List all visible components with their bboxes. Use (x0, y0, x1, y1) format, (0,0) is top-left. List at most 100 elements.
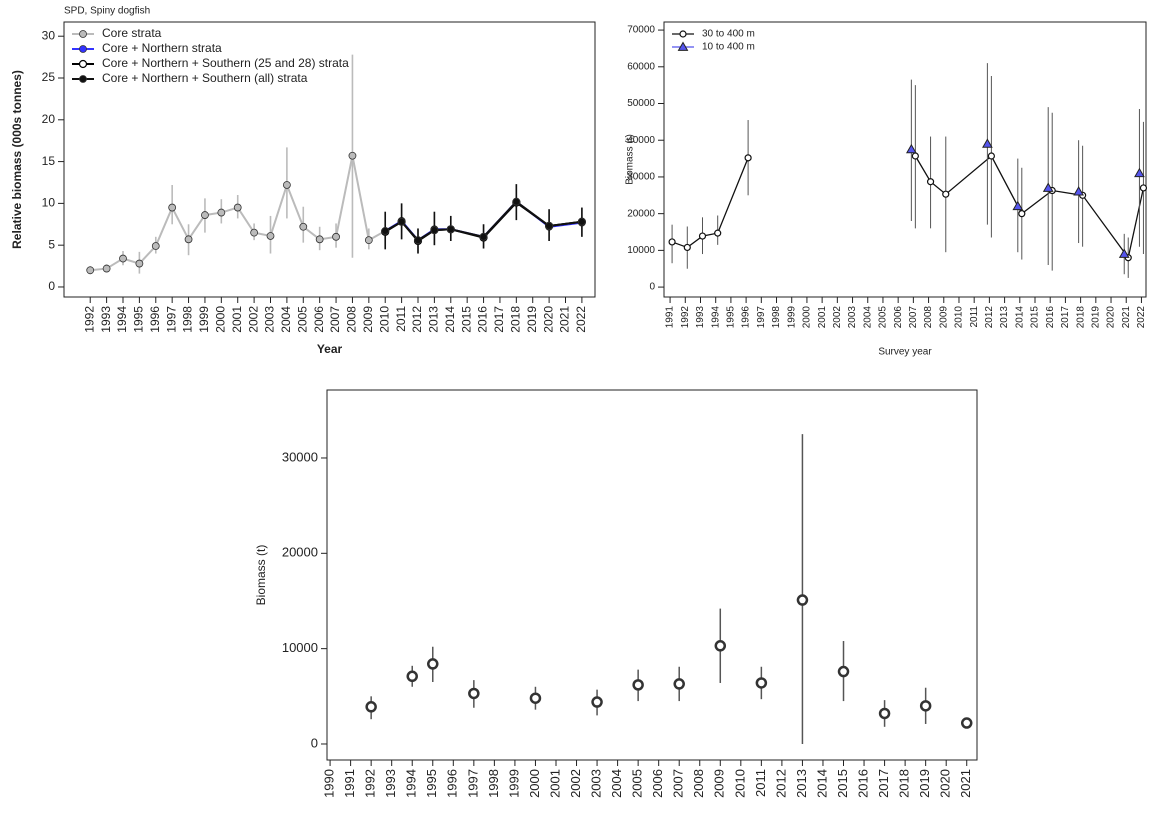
x-tick-label: 1999 (197, 306, 211, 333)
x-tick-label: 1999 (786, 306, 797, 329)
marker (217, 208, 226, 217)
y-tick-label: 10 (42, 196, 56, 210)
x-tick-label: 2003 (847, 306, 858, 329)
legend-label: Core + Northern strata (102, 41, 222, 55)
y-tick-label: 10000 (282, 640, 318, 655)
y-tick-label: 5 (48, 237, 55, 251)
x-tick-label: 2018 (1075, 306, 1086, 329)
x-tick-label: 2013 (794, 769, 809, 798)
x-tick-label: 2015 (459, 306, 473, 333)
x-tick-label: 2014 (814, 769, 829, 798)
x-tick-label: 1996 (741, 306, 752, 329)
x-tick-label: 2000 (527, 769, 542, 798)
y-tick-label: 20 (42, 112, 56, 126)
marker (250, 228, 259, 237)
marker (926, 178, 935, 186)
legend-marker (79, 75, 87, 83)
x-tick-label: 2017 (492, 306, 506, 333)
marker (135, 259, 144, 268)
x-tick-label: 1990 (322, 769, 337, 798)
x-tick-label: 1996 (445, 769, 460, 798)
x-tick-label: 2004 (279, 306, 293, 333)
marker (906, 143, 917, 154)
y-tick-label: 60000 (627, 61, 655, 72)
x-tick-label: 1991 (665, 306, 676, 329)
x-tick-label: 2006 (893, 306, 904, 329)
x-tick-label: 2013 (427, 306, 441, 333)
x-tick-label: 2018 (509, 306, 523, 333)
marker (348, 151, 357, 160)
marker (102, 264, 111, 273)
x-tick-label: 2014 (443, 306, 457, 333)
x-tick-label: 1993 (99, 306, 113, 333)
x-tick-label: 2019 (525, 306, 539, 333)
marker (1018, 210, 1026, 218)
marker (299, 222, 308, 231)
x-tick-label: 1993 (383, 769, 398, 798)
x-tick-label: 1999 (506, 769, 521, 798)
legend-marker (677, 41, 689, 51)
x-tick-label: 2017 (1060, 306, 1071, 329)
marker (1042, 182, 1054, 192)
legend-marker (79, 30, 87, 38)
y-tick-label: 30000 (282, 449, 318, 464)
marker (698, 232, 707, 240)
marker (987, 152, 995, 160)
x-tick-label: 2008 (923, 306, 934, 329)
x-tick-label: 1998 (486, 769, 501, 798)
x-tick-label: 2003 (589, 769, 604, 798)
x-tick-label: 1995 (726, 306, 737, 329)
x-tick-label: 1996 (148, 306, 162, 333)
x-tick-label: 1998 (181, 306, 195, 333)
x-tick-label: 1997 (756, 306, 767, 329)
marker (332, 232, 340, 241)
x-tick-label: 2020 (1106, 306, 1117, 329)
x-tick-label: 1994 (710, 306, 721, 329)
x-tick-label: 2012 (773, 769, 788, 798)
x-tick-label: 1995 (132, 306, 146, 333)
x-tick-label: 2018 (897, 769, 912, 798)
chart-title: SPD, Spiny dogfish (64, 6, 150, 17)
x-tick-label: 2003 (263, 306, 277, 333)
x-tick-label: 1993 (695, 306, 706, 329)
x-tick-label: 1997 (465, 769, 480, 798)
x-tick-label: 2007 (671, 769, 686, 798)
x-tick-label: 2000 (802, 306, 813, 329)
legend-marker (679, 30, 687, 38)
x-tick-label: 2011 (969, 306, 980, 328)
x-tick-label: 2009 (712, 769, 727, 798)
x-tick-label: 2009 (361, 306, 375, 333)
marker (266, 232, 275, 240)
legend-marker (78, 59, 88, 69)
y-tick-label: 10000 (627, 245, 655, 256)
marker (468, 687, 480, 700)
x-tick-label: 1998 (771, 306, 782, 329)
marker (381, 227, 390, 235)
x-tick-label: 2005 (295, 306, 309, 333)
x-tick-label: 2022 (574, 306, 588, 333)
marker (233, 203, 242, 212)
marker (878, 707, 891, 720)
plot-frame (326, 389, 978, 761)
x-tick-label: 2002 (246, 306, 260, 333)
marker (837, 665, 850, 678)
marker (86, 266, 95, 275)
legend-marker (79, 45, 87, 53)
marker (512, 197, 521, 206)
x-tick-label: 1994 (115, 306, 129, 333)
marker (668, 238, 676, 246)
y-tick-label: 30 (42, 28, 56, 42)
y-tick-label: 20000 (627, 208, 655, 219)
x-tick-label: 2010 (954, 306, 965, 329)
x-tick-label: 2002 (832, 306, 843, 329)
y-tick-label: 25 (42, 70, 56, 84)
x-tick-label: 2008 (345, 306, 359, 333)
x-tick-label: 2005 (878, 306, 889, 329)
y-axis-label: Biomass (t) (254, 545, 268, 606)
x-axis-label: Year (317, 342, 343, 356)
marker (365, 701, 377, 713)
x-tick-label: 2001 (230, 306, 244, 333)
marker (960, 717, 973, 729)
